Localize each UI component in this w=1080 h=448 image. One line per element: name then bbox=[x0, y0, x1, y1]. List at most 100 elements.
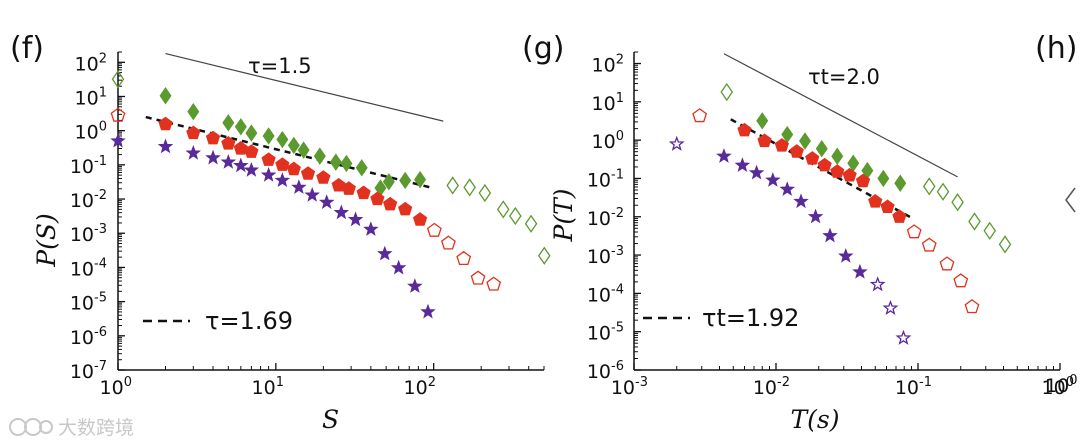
panel-f-ytick-3: 10-1 bbox=[70, 154, 107, 178]
panel-f-green-diamond-marker bbox=[234, 118, 247, 136]
panel-f-purple-star-marker bbox=[318, 194, 335, 209]
panel-f-green-open-diamond-marker bbox=[463, 178, 476, 197]
panel-f-ytick-6: 10-4 bbox=[70, 256, 107, 280]
watermark: 大数跨境 bbox=[9, 417, 134, 439]
panel-f-green-open-diamond-marker bbox=[496, 200, 510, 219]
panel-f-xlabel: S bbox=[322, 405, 339, 434]
panel-f-red-pentagon-marker bbox=[412, 212, 428, 226]
panel-f-ytick-9: 10-7 bbox=[70, 359, 107, 383]
panel-h-label: (h) bbox=[1035, 31, 1077, 66]
panel-g-green-diamond-marker bbox=[798, 132, 811, 150]
panel-f-purple-star-marker bbox=[274, 172, 291, 188]
panel-f-green-diamond-marker bbox=[287, 136, 300, 155]
panel-g-red-pentagon-marker bbox=[817, 157, 832, 172]
panel-g-ytick-0: 102 bbox=[592, 53, 624, 77]
panel-g-green-open-diamond-marker bbox=[998, 235, 1012, 254]
panel-g-red-pentagon-marker bbox=[842, 167, 857, 182]
panel-g-purple-star-marker bbox=[734, 157, 751, 172]
panel-f-ytick-7: 10-5 bbox=[70, 291, 107, 315]
panel-g-red-pentagon-marker bbox=[868, 194, 883, 208]
panel-f-ytick-0: 102 bbox=[75, 51, 107, 75]
panel-f-green-diamond-marker bbox=[329, 153, 342, 171]
panel-f-red-pentagon-marker bbox=[341, 181, 356, 195]
panel-g-ylabel: P(T) bbox=[549, 188, 578, 242]
panel-g-red-pentagon-marker bbox=[757, 133, 772, 148]
panel-g-purple-star-marker bbox=[779, 181, 795, 196]
panel-f-legend: τ=1.69 bbox=[143, 307, 293, 335]
watermark-logo-icon bbox=[9, 418, 53, 436]
panel-g-red-open-pentagon-marker bbox=[921, 237, 937, 252]
panel-f-ylabel: P(S) bbox=[32, 213, 61, 267]
panel-g-purple-open-star-marker bbox=[895, 329, 912, 345]
panel-g-ytick-3: 10-1 bbox=[587, 167, 624, 191]
panel-f-ytick-8: 10-6 bbox=[70, 325, 107, 349]
panel-f-green-diamond-marker bbox=[262, 127, 275, 145]
panel-g-ytick-5: 10-3 bbox=[587, 244, 624, 268]
panel-g-green-diamond-marker bbox=[815, 139, 828, 158]
panel-f-green-diamond-marker bbox=[414, 170, 427, 189]
panel-f-purple-star-marker bbox=[407, 278, 423, 293]
panel-g-red-pentagon-marker bbox=[880, 199, 895, 214]
panel-f-green-open-diamond-marker bbox=[111, 70, 125, 89]
panel-f-green-open-diamond-marker bbox=[537, 246, 551, 265]
panel-f-red-pentagon-marker bbox=[331, 177, 346, 192]
panel-f-red-open-pentagon-marker bbox=[440, 235, 456, 250]
panel-f: (f) S P(S) 100 101 102 102 101 100 10-1 … bbox=[10, 31, 551, 434]
panel-f-red-pentagon-marker bbox=[275, 157, 290, 171]
panel-g-red-open-pentagon-marker bbox=[692, 108, 708, 123]
panel-f-purple-star-marker bbox=[333, 204, 350, 220]
panel-f-purple-star-marker bbox=[157, 138, 174, 154]
panel-f-green-diamond-marker bbox=[297, 141, 310, 159]
panel-f-green-open-diamond-marker bbox=[509, 206, 522, 226]
panel-g-axes bbox=[633, 51, 1061, 371]
panel-f-red-pentagon-marker bbox=[244, 144, 259, 158]
panel-g-green-diamond-marker bbox=[756, 112, 769, 130]
panel-f-purple-star-marker bbox=[185, 145, 202, 160]
watermark-text: 大数跨境 bbox=[58, 417, 134, 439]
panel-f-red-open-pentagon-marker bbox=[470, 270, 486, 285]
panel-f-green-diamond-marker bbox=[159, 87, 172, 105]
panel-g-red-open-pentagon-marker bbox=[906, 224, 922, 239]
panel-f-ytick-4: 10-2 bbox=[70, 188, 107, 212]
panel-f-purple-star-marker bbox=[291, 179, 307, 194]
panel-f-red-pentagon-marker bbox=[383, 196, 398, 211]
panel-f-green-diamond-marker bbox=[245, 124, 258, 142]
panel-g-red-open-pentagon-marker bbox=[939, 256, 955, 271]
panel-f-green-open-diamond-marker bbox=[524, 214, 538, 233]
panel-f-xtick-0: 100 bbox=[100, 375, 132, 399]
panel-f-purple-star-marker bbox=[304, 187, 320, 202]
panel-g-green-open-diamond-marker bbox=[922, 177, 936, 196]
panel-f-green-diamond-marker bbox=[382, 173, 395, 191]
panel-f-red-pentagon-marker bbox=[300, 166, 316, 180]
panel-h-partial: (h) 100 bbox=[1035, 31, 1077, 397]
panel-f-purple-star-marker bbox=[377, 245, 393, 261]
panel-f-purple-star-marker bbox=[363, 221, 379, 236]
panel-g-red-pentagon-marker bbox=[892, 209, 907, 223]
panel-f-purple-star-marker bbox=[243, 162, 260, 177]
panel-f-green-diamond-marker bbox=[187, 102, 200, 121]
panel-f-red-open-pentagon-marker bbox=[486, 276, 502, 291]
panel-g-red-pentagon-marker bbox=[737, 122, 752, 137]
panel-f-red-open-pentagon-marker bbox=[456, 250, 472, 266]
panel-f-reference-segment bbox=[165, 52, 444, 122]
panel-g: (g) T(s) P(T) 10-3 10-2 10-1 100 102 101… bbox=[522, 31, 1074, 434]
panel-g-ytick-6: 10-4 bbox=[587, 282, 624, 306]
panel-f-green-open-diamond-marker bbox=[446, 176, 459, 195]
panel-f-red-pentagon-marker bbox=[316, 170, 331, 184]
panel-f-ytick-2: 100 bbox=[75, 120, 107, 144]
panel-f-axes bbox=[117, 51, 545, 371]
panel-f-green-diamond-marker bbox=[222, 114, 235, 132]
panel-g-purple-star-marker bbox=[793, 193, 809, 209]
panel-f-ytick-labels: 102 101 100 10-1 10-2 10-3 10-4 10-5 10-… bbox=[70, 51, 107, 383]
panel-g-ytick-1: 101 bbox=[592, 91, 624, 115]
panel-g-purple-open-star-marker bbox=[668, 135, 685, 151]
panel-g-green-open-diamond-marker bbox=[720, 82, 734, 102]
panel-h-xtick-0: 100 bbox=[1045, 373, 1077, 397]
panel-h-partial-marker bbox=[1065, 187, 1076, 213]
panel-f-ytick-1: 101 bbox=[75, 85, 107, 109]
panel-g-legend-text: τt=1.92 bbox=[702, 304, 799, 332]
panel-f-purple-star-marker bbox=[260, 167, 277, 182]
panel-f-ytick-5: 10-3 bbox=[70, 222, 107, 246]
panel-g-ytick-labels: 102 101 100 10-1 10-2 10-3 10-4 10-5 10-… bbox=[587, 53, 624, 383]
panel-g-ytick-8: 10-6 bbox=[587, 359, 624, 383]
